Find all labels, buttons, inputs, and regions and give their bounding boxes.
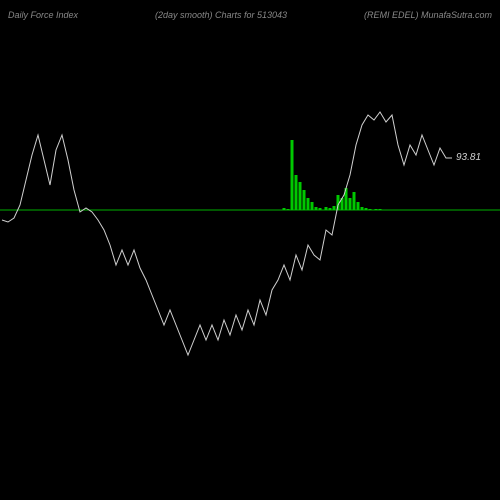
header-title-left: Daily Force Index <box>8 10 78 20</box>
chart-svg <box>0 30 500 440</box>
header-title-right: (REMI EDEL) MunafaSutra.com <box>364 10 492 20</box>
chart-plot-area: 93.81 <box>0 30 500 440</box>
current-value-label: 93.81 <box>456 152 481 163</box>
header-title-center: (2day smooth) Charts for 513043 <box>78 10 364 20</box>
chart-container: Daily Force Index (2day smooth) Charts f… <box>0 0 500 500</box>
chart-header: Daily Force Index (2day smooth) Charts f… <box>0 0 500 30</box>
